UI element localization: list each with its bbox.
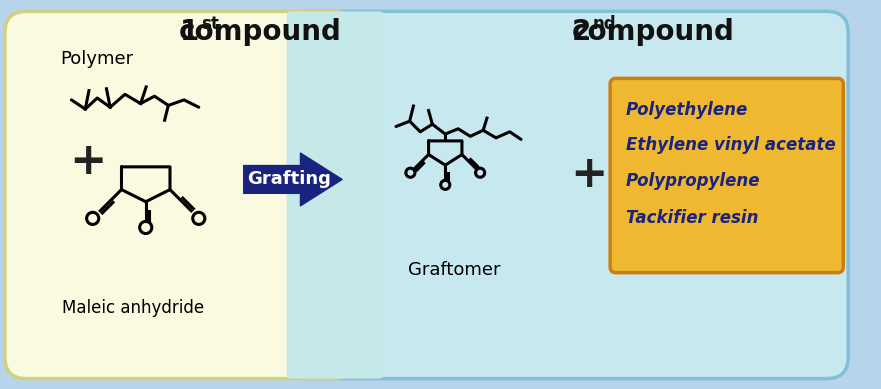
Text: Ethylene vinyl acetate: Ethylene vinyl acetate — [626, 137, 835, 154]
Text: nd: nd — [593, 15, 617, 33]
Text: Polyethylene: Polyethylene — [626, 102, 748, 119]
Text: 2: 2 — [571, 18, 590, 46]
Text: Tackifier resin: Tackifier resin — [626, 209, 759, 227]
Text: compound: compound — [179, 18, 342, 46]
Text: 1: 1 — [180, 18, 199, 46]
FancyBboxPatch shape — [611, 79, 843, 273]
Text: +: + — [69, 140, 106, 184]
Text: +: + — [570, 153, 608, 196]
Text: Polymer: Polymer — [61, 50, 134, 68]
Text: compound: compound — [572, 18, 735, 46]
Text: Polypropylene: Polypropylene — [626, 172, 760, 190]
FancyBboxPatch shape — [286, 11, 848, 378]
FancyBboxPatch shape — [5, 11, 355, 378]
FancyBboxPatch shape — [286, 11, 384, 378]
Text: Maleic anhydride: Maleic anhydride — [62, 300, 204, 317]
Text: Grafting: Grafting — [248, 170, 331, 188]
Text: Graftomer: Graftomer — [409, 261, 501, 279]
FancyArrowPatch shape — [244, 153, 342, 206]
Text: st: st — [201, 15, 219, 33]
